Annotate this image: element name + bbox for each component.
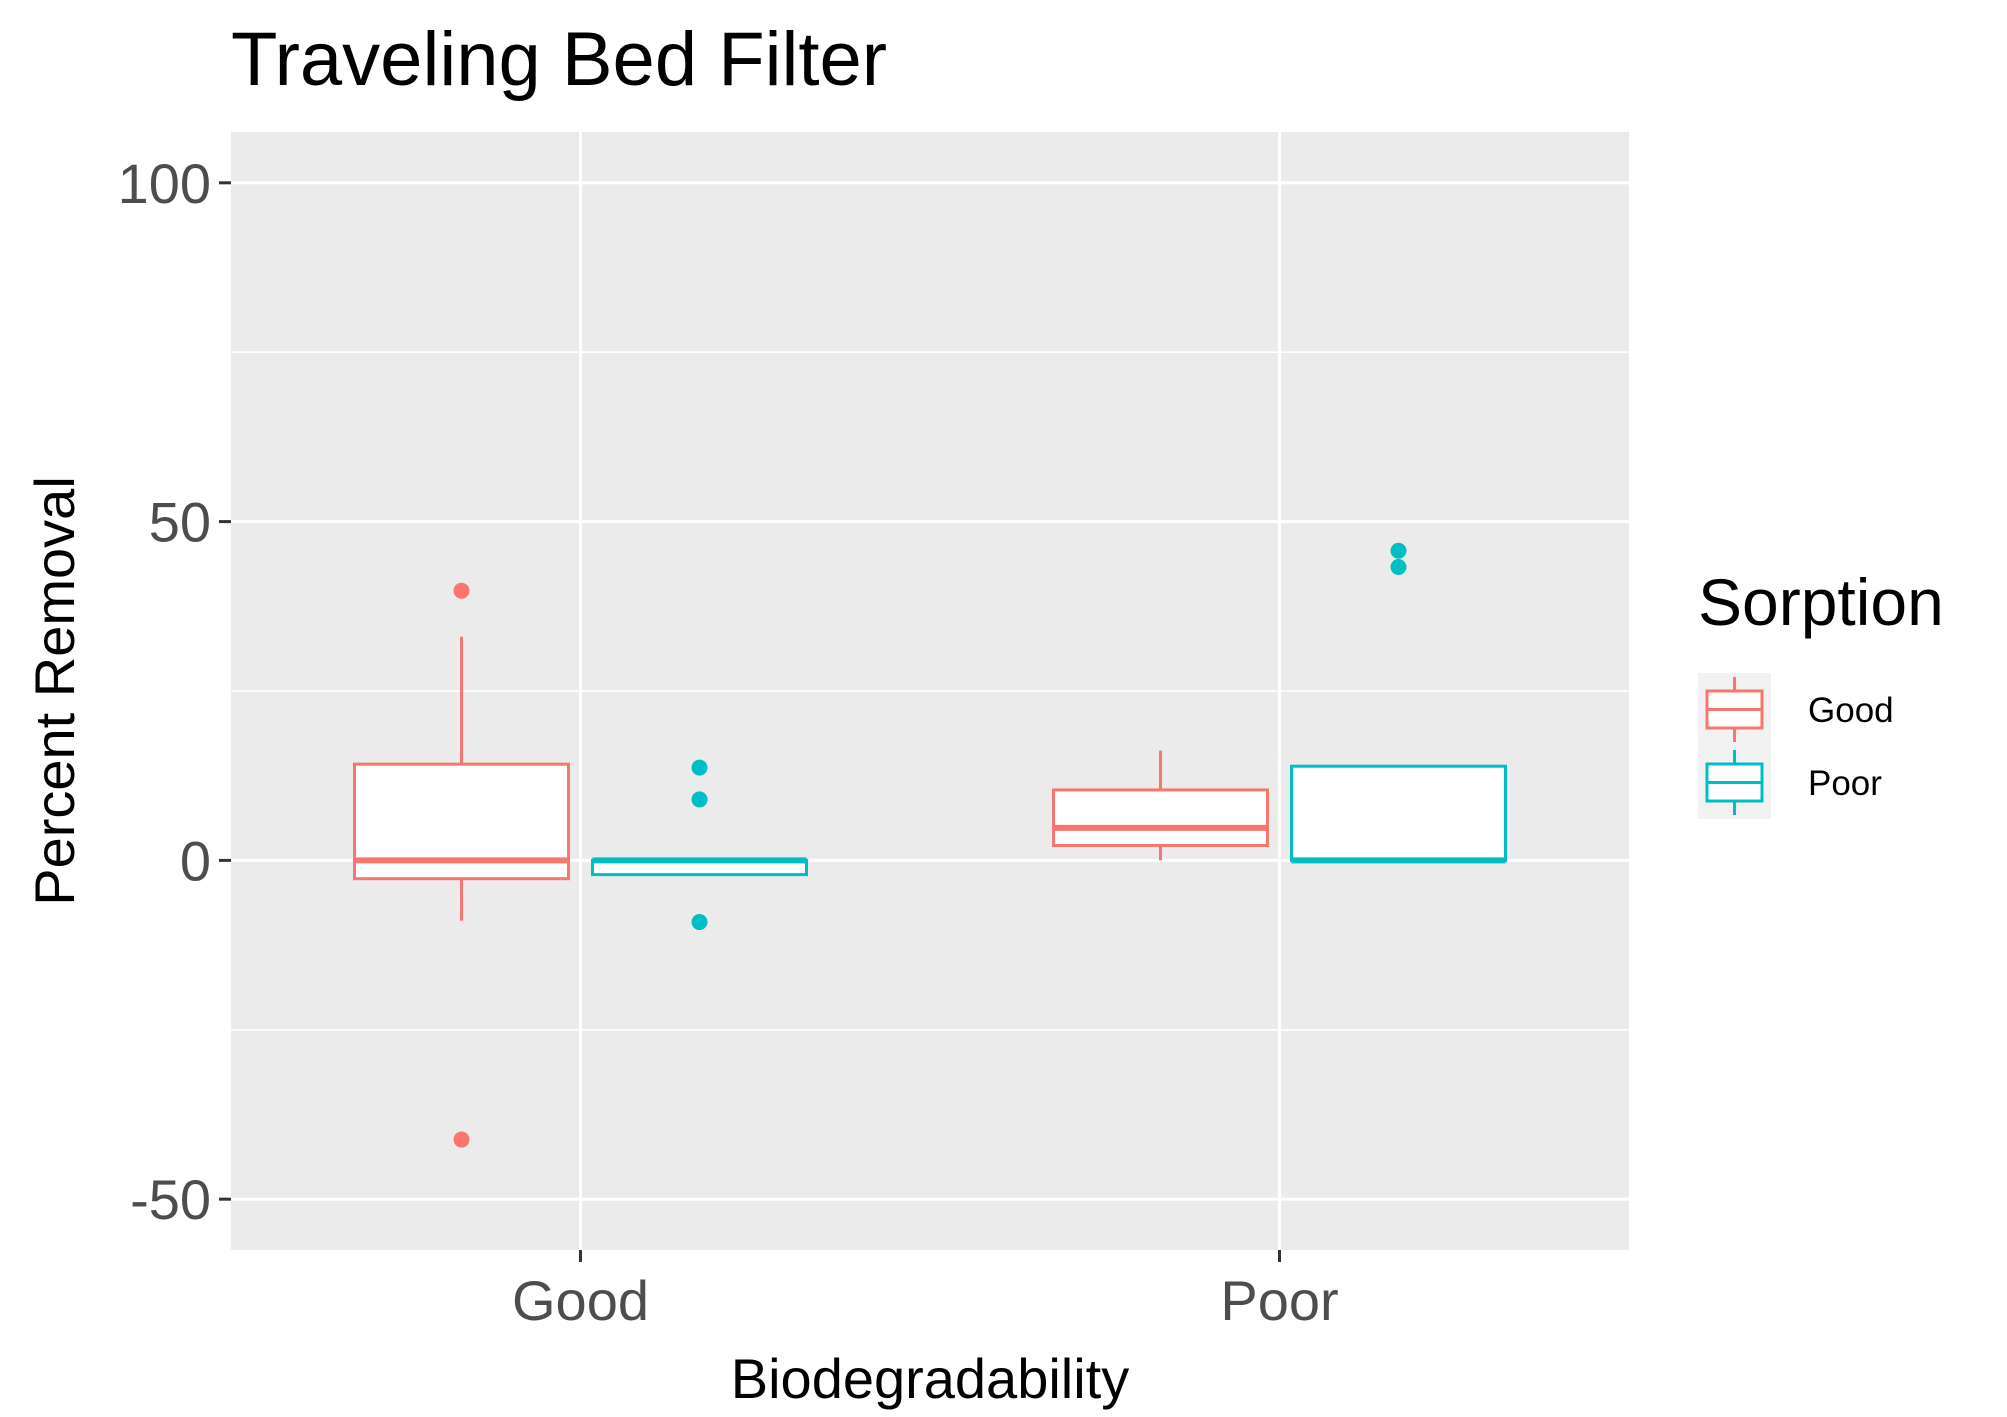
outlier-point (453, 1131, 470, 1148)
legend: Sorption Good Poor (1698, 565, 1944, 819)
x-tick-label: Poor (1220, 1269, 1338, 1332)
y-tick-label: 50 (149, 491, 211, 554)
legend-keys: Good Poor (1698, 673, 1894, 819)
x-tick-label: Good (512, 1269, 649, 1332)
outlier-point (691, 791, 708, 808)
outlier-point (1390, 559, 1407, 576)
box-iqr (1052, 788, 1269, 847)
y-tick-label: 0 (180, 829, 211, 892)
chart-title: Traveling Bed Filter (231, 17, 887, 102)
legend-title: Sorption (1698, 565, 1944, 639)
outlier-point (453, 582, 470, 599)
y-tick-label: -50 (130, 1168, 211, 1231)
box-good-poor (1052, 750, 1269, 861)
outlier-point (1390, 542, 1407, 559)
y-axis: -50 0 50 100 (118, 152, 231, 1231)
box-good-good (353, 582, 570, 1148)
box-layer (353, 542, 1507, 1148)
outlier-point (691, 914, 708, 931)
major-gridlines (231, 132, 1629, 1250)
legend-label: Poor (1808, 764, 1882, 803)
x-axis-title: Biodegradability (731, 1347, 1129, 1410)
y-tick-label: 100 (118, 152, 211, 215)
legend-key-poor: Poor (1698, 746, 1882, 819)
outlier-point (691, 759, 708, 776)
minor-gridlines (231, 351, 1629, 1031)
box-poor-poor (1290, 542, 1507, 864)
x-axis: Good Poor (512, 1250, 1339, 1332)
box-poor-good (591, 759, 808, 931)
y-axis-title: Percent Removal (23, 476, 86, 906)
box-iqr (1290, 764, 1507, 862)
legend-key-good: Good (1698, 673, 1894, 746)
legend-label: Good (1808, 691, 1894, 730)
